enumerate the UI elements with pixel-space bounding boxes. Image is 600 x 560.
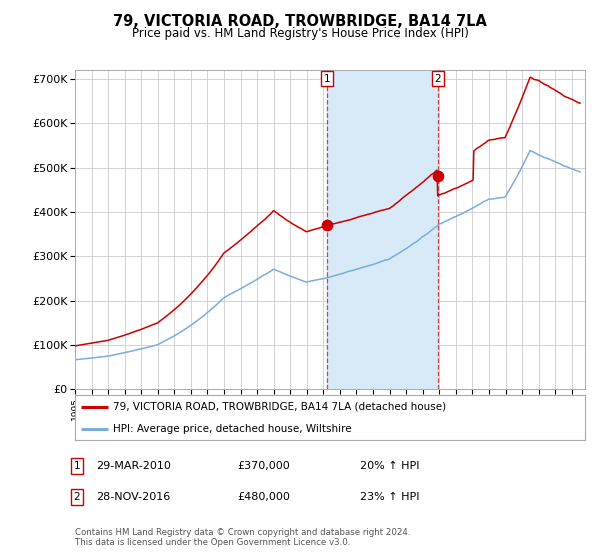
Bar	[327, 70, 438, 389]
Text: 23% ↑ HPI: 23% ↑ HPI	[360, 492, 419, 502]
Text: £370,000: £370,000	[237, 461, 290, 471]
Text: Price paid vs. HM Land Registry's House Price Index (HPI): Price paid vs. HM Land Registry's House …	[131, 27, 469, 40]
Text: HPI: Average price, detached house, Wiltshire: HPI: Average price, detached house, Wilt…	[113, 424, 352, 435]
Text: 28-NOV-2016: 28-NOV-2016	[96, 492, 170, 502]
Text: 2: 2	[434, 74, 441, 84]
Text: 79, VICTORIA ROAD, TROWBRIDGE, BA14 7LA: 79, VICTORIA ROAD, TROWBRIDGE, BA14 7LA	[113, 14, 487, 29]
Text: 20% ↑ HPI: 20% ↑ HPI	[360, 461, 419, 471]
Text: 2: 2	[73, 492, 80, 502]
Text: 79, VICTORIA ROAD, TROWBRIDGE, BA14 7LA (detached house): 79, VICTORIA ROAD, TROWBRIDGE, BA14 7LA …	[113, 402, 446, 412]
Text: 1: 1	[324, 74, 331, 84]
Text: 29-MAR-2010: 29-MAR-2010	[96, 461, 171, 471]
Point	[322, 221, 332, 230]
Text: 1: 1	[73, 461, 80, 471]
Text: Contains HM Land Registry data © Crown copyright and database right 2024.
This d: Contains HM Land Registry data © Crown c…	[75, 528, 410, 547]
Point	[433, 172, 443, 181]
Text: £480,000: £480,000	[237, 492, 290, 502]
